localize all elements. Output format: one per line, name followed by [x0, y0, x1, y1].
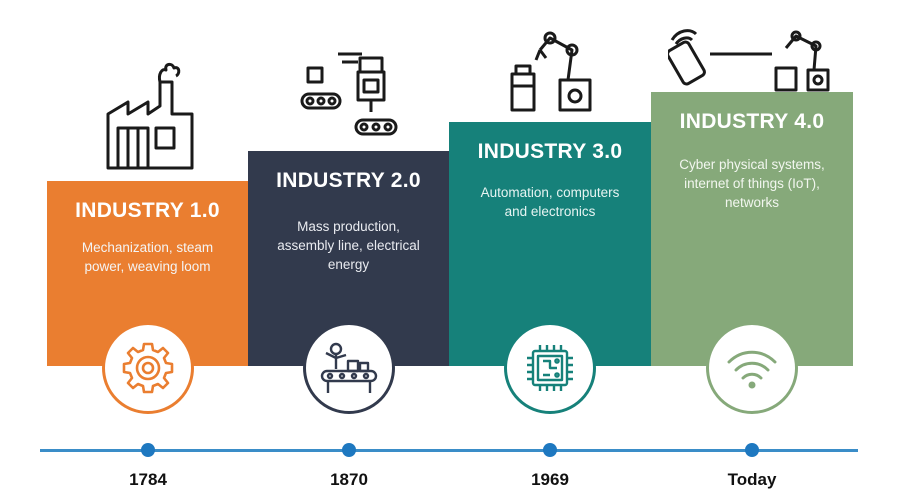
- industry-4-panel: INDUSTRY 4.0 Cyber physical systems, int…: [651, 92, 853, 366]
- microchip-icon: [527, 345, 573, 391]
- industry-2-icon-circle: [303, 322, 395, 414]
- industry-4-title: INDUSTRY 4.0: [679, 110, 825, 133]
- industry-2-title: INDUSTRY 2.0: [276, 169, 421, 192]
- industry-4-icon-circle: [706, 322, 798, 414]
- factory-icon: [106, 62, 194, 170]
- timeline-dot: [342, 443, 356, 457]
- timeline-line: [40, 449, 858, 452]
- industry-4-description: Cyber physical systems, internet of thin…: [679, 157, 825, 210]
- industry-3-description: Automation, computers and electronics: [480, 185, 620, 219]
- industry-1-title: INDUSTRY 1.0: [75, 199, 220, 222]
- conveyor-machine-icon: [300, 52, 398, 136]
- year-label-1969: 1969: [531, 470, 569, 489]
- timeline-dot: [543, 443, 557, 457]
- year-label-1784: 1784: [129, 470, 167, 489]
- timeline-dot: [745, 443, 759, 457]
- robot-arm-icon: [510, 31, 592, 112]
- assembly-worker-icon: [320, 342, 378, 393]
- industry-3-title: INDUSTRY 3.0: [477, 140, 623, 163]
- connected-robot-icon: [668, 29, 830, 92]
- year-label-today: Today: [727, 470, 777, 489]
- year-label-1870: 1870: [330, 470, 368, 489]
- timeline-dot: [141, 443, 155, 457]
- industry-3-icon-circle: [504, 322, 596, 414]
- wifi-icon: [727, 350, 777, 389]
- industry-1-icon-circle: [102, 322, 194, 414]
- industry-1-description: Mechanization, steam power, weaving loom: [81, 240, 214, 274]
- gear-icon: [122, 342, 174, 394]
- industry-2-description: Mass production, assembly line, electric…: [277, 219, 420, 272]
